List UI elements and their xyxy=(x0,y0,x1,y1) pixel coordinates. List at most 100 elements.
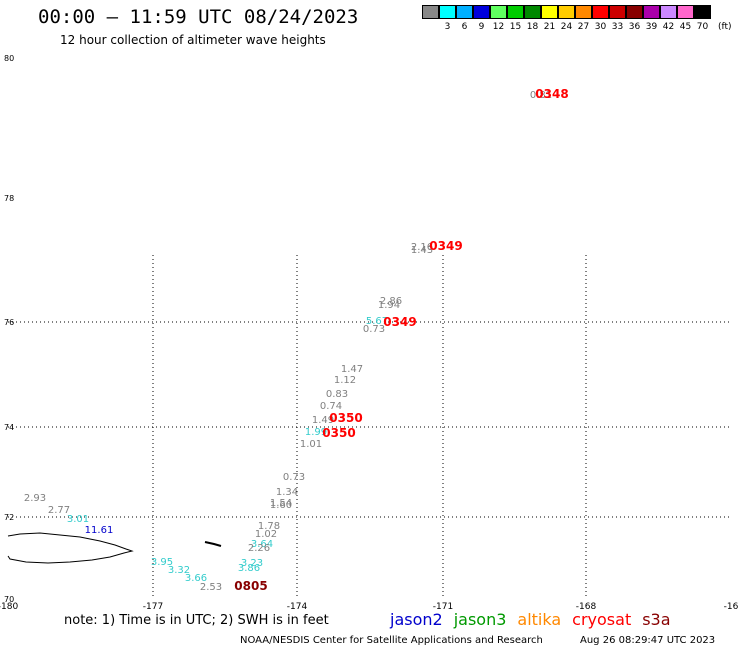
scale-label: 3 xyxy=(444,22,451,32)
scale-swatch xyxy=(473,5,490,19)
longitude-label: -177 xyxy=(143,602,163,612)
scale-swatch xyxy=(558,5,575,19)
wave-height-value: 1.60 xyxy=(270,500,292,511)
wave-height-value: 0349 xyxy=(429,239,462,253)
scale-swatch xyxy=(694,5,711,19)
scale-swatch xyxy=(422,5,439,19)
longitude-label: -171 xyxy=(433,602,453,612)
satellite-legend: jason2 jason3 altika cryosat s3a xyxy=(390,610,682,629)
legend-s3a: s3a xyxy=(642,610,671,629)
scale-swatch xyxy=(541,5,558,19)
wave-height-value: 1.02 xyxy=(255,529,277,540)
scale-label: 15 xyxy=(509,22,522,32)
latitude-label: 72 xyxy=(4,513,14,522)
latitude-label: 76 xyxy=(4,318,14,327)
wave-height-value: 0348 xyxy=(535,87,568,101)
scale-label: 39 xyxy=(645,22,658,32)
scale-swatch xyxy=(490,5,507,19)
latitude-labels: 80 78 76 74 72 70 xyxy=(4,54,14,604)
latitude-label: 74 xyxy=(4,423,14,432)
latitude-label: 80 xyxy=(4,54,14,63)
scale-label: 33 xyxy=(611,22,624,32)
wave-height-value: 3.32 xyxy=(168,565,190,576)
longitude-label: -180 xyxy=(0,602,18,612)
scale-label: 42 xyxy=(662,22,675,32)
scale-swatch xyxy=(660,5,677,19)
wave-height-value: 3.95 xyxy=(151,557,173,568)
scale-label: 21 xyxy=(543,22,556,32)
wave-height-observations: 0.8103482.161.4303492.861.945.670.730349… xyxy=(24,87,569,593)
wave-height-value: 1.49 xyxy=(312,415,334,426)
latitude-label: 70 xyxy=(4,595,14,604)
wave-height-value: 3.64 xyxy=(251,539,273,550)
wave-height-value: 1.99 xyxy=(305,427,327,438)
credit-text: NOAA/NESDIS Center for Satellite Applica… xyxy=(240,635,543,646)
legend-altika: altika xyxy=(517,610,562,629)
wave-height-value: 1.43 xyxy=(411,245,433,256)
wave-height-value: 2.77 xyxy=(48,505,70,516)
scale-label: 45 xyxy=(679,22,692,32)
wave-height-value: 0805 xyxy=(234,579,267,593)
longitude-label: -16 xyxy=(724,602,739,612)
wave-height-value: 0.73 xyxy=(283,472,305,483)
wave-height-value: 0.73 xyxy=(363,324,385,335)
scale-label: 30 xyxy=(594,22,607,32)
scale-unit-label: (ft) xyxy=(718,22,732,32)
scale-swatch xyxy=(643,5,660,19)
scale-label: 36 xyxy=(628,22,641,32)
wave-height-value: 1.47 xyxy=(341,364,363,375)
scale-swatch xyxy=(507,5,524,19)
longitude-label: -174 xyxy=(287,602,308,612)
scale-swatch xyxy=(439,5,456,19)
legend-jason2: jason2 xyxy=(390,610,443,629)
wave-height-value: 0.83 xyxy=(326,389,348,400)
scale-swatch xyxy=(524,5,541,19)
latitude-label: 78 xyxy=(4,194,14,203)
wave-height-value: 0350 xyxy=(322,426,355,440)
wave-height-value: 2.86 xyxy=(380,296,402,307)
scale-swatch xyxy=(592,5,609,19)
wave-height-value: 1.78 xyxy=(258,521,280,532)
wave-height-value: 2.26 xyxy=(248,543,270,554)
scale-label: 27 xyxy=(577,22,590,32)
scale-swatch xyxy=(609,5,626,19)
longitude-label: -168 xyxy=(576,602,597,612)
wave-height-value: 2.93 xyxy=(24,493,46,504)
scale-label: 9 xyxy=(478,22,485,32)
wave-height-value: 5.67 xyxy=(366,316,388,327)
scale-label: 12 xyxy=(492,22,505,32)
legend-jason3: jason3 xyxy=(453,610,507,629)
wave-height-value: 1.54 xyxy=(270,498,292,509)
coastline-landmass xyxy=(7,532,134,564)
wave-height-value: 3.01 xyxy=(67,514,89,525)
footnote: note: 1) Time is in UTC; 2) SWH is in fe… xyxy=(64,613,329,628)
wave-height-value: 1.94 xyxy=(378,300,400,311)
wave-height-value: 1.01 xyxy=(300,439,322,450)
longitude-labels: -180 -177 -174 -171 -168 -16 xyxy=(0,602,739,612)
wave-height-value: 3.23 xyxy=(241,558,263,569)
map-subtitle: 12 hour collection of altimeter wave hei… xyxy=(60,33,326,47)
wave-height-value: 1.34 xyxy=(276,487,298,498)
scale-swatch xyxy=(456,5,473,19)
scale-swatch xyxy=(575,5,592,19)
lat-lon-grid xyxy=(8,255,731,599)
coastline-islet xyxy=(204,541,222,547)
scale-label: 6 xyxy=(461,22,468,32)
wave-height-value: 3.86 xyxy=(238,563,260,574)
wave-height-value: 3.66 xyxy=(185,573,207,584)
wave-height-value: 0350 xyxy=(329,411,362,425)
wave-height-value: 1.12 xyxy=(334,375,356,386)
wave-height-value: 0.74 xyxy=(320,401,342,412)
scale-label: 70 xyxy=(696,22,709,32)
legend-cryosat: cryosat xyxy=(572,610,632,629)
scale-label: 24 xyxy=(560,22,573,32)
wave-height-value: 0.81 xyxy=(530,90,552,101)
scale-swatch xyxy=(677,5,694,19)
scale-swatch xyxy=(626,5,643,19)
map-title: 00:00 – 11:59 UTC 08/24/2023 xyxy=(38,6,359,28)
wave-height-value: 2.53 xyxy=(200,582,222,593)
generated-timestamp: Aug 26 08:29:47 UTC 2023 xyxy=(580,635,716,646)
wave-height-value: 2.16 xyxy=(411,242,433,253)
wave-height-value: 11.61 xyxy=(85,525,114,536)
